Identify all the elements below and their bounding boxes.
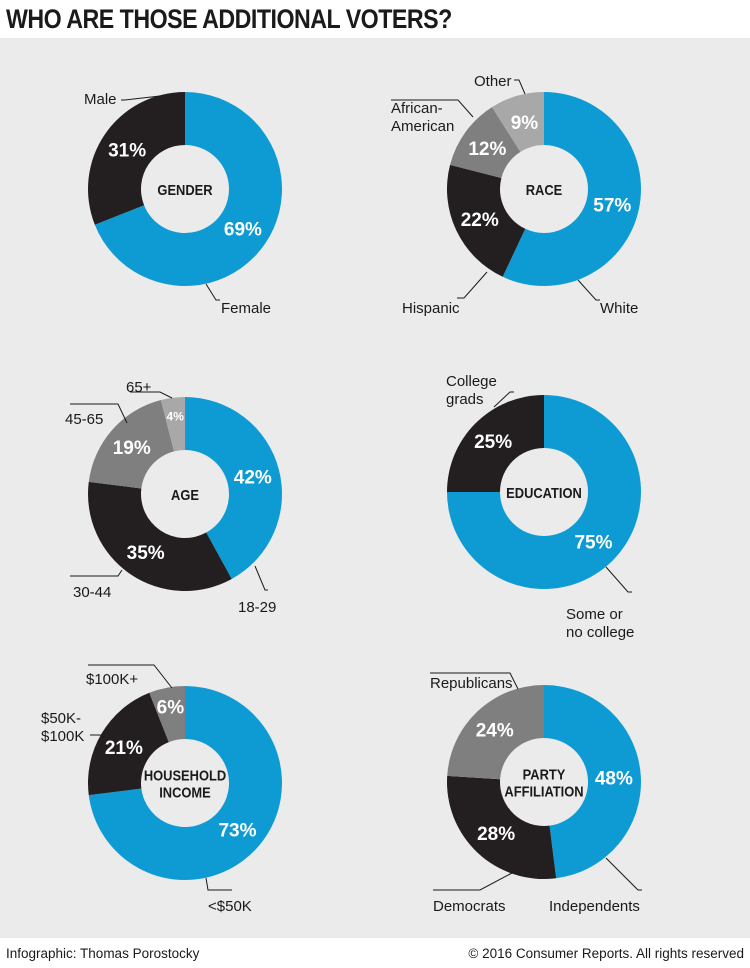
donut-chart-gender: 69% 31% GENDER Female Male: [84, 91, 283, 317]
chart-title: GENDER: [157, 181, 212, 198]
callout-line-some-or-no-college: [605, 566, 632, 593]
donut-chart-race: 57% 22% 12%9% RACE White Hispanic African-Amer…: [391, 73, 642, 317]
copyright-text: © 2016 Consumer Reports. All rights rese…: [468, 946, 744, 961]
slice-label-45-65: 45-65: [65, 411, 103, 428]
chart-title: INCOME: [159, 784, 211, 801]
slice-label-18-29: 18-29: [238, 599, 276, 616]
slice-label-50k: <$50K: [208, 898, 252, 915]
page-title: WHO ARE THOSE ADDITIONAL VOTERS?: [6, 4, 452, 34]
callout-line-100k: [88, 664, 173, 689]
value-label-independents: 48%: [595, 769, 633, 790]
value-label-45-65: 19%: [113, 438, 151, 459]
chart-title: AFFILIATION: [504, 783, 583, 800]
slice-label-college-grads: grads: [446, 391, 484, 408]
callout-line-female: [205, 283, 220, 301]
slice-label-independents: Independents: [549, 898, 640, 915]
slice-label-male: Male: [84, 91, 117, 108]
value-label-50k: 73%: [218, 820, 256, 841]
value-label-hispanic: 22%: [461, 210, 499, 231]
slice-label-college-grads: College: [446, 373, 497, 390]
value-label-democrats: 28%: [477, 824, 515, 845]
slice-label-some-or-no-college: no college: [566, 624, 634, 641]
callout-line-white: [577, 279, 600, 301]
value-label-white: 57%: [593, 195, 631, 216]
slice-label-white: White: [600, 300, 638, 317]
slice-label-50k-100k: $100K: [41, 728, 84, 745]
callout-line-male: [121, 95, 161, 101]
value-label-african-american: 12%: [468, 139, 506, 160]
value-label-18-29: 42%: [234, 468, 272, 489]
slice-label-65: 65+: [126, 379, 152, 396]
callout-line-democrats: [433, 872, 513, 891]
callout-line-65: [130, 391, 173, 399]
callout-line-republicans: [430, 672, 519, 690]
value-label-other: 9%: [511, 113, 539, 134]
value-label-male: 31%: [108, 141, 146, 162]
slice-male: [87, 92, 185, 225]
value-label-some-or-no-college: 75%: [574, 532, 612, 553]
value-label-female: 69%: [224, 219, 262, 240]
callout-line-45-65: [70, 403, 128, 424]
chart-title: AGE: [171, 486, 199, 503]
slice-label-30-44: 30-44: [73, 584, 111, 601]
callout-line-50k-100k: [90, 734, 105, 738]
slice-label-100k: $100K+: [86, 671, 138, 688]
value-label-republicans: 24%: [476, 721, 514, 742]
callout-line-independents: [605, 857, 642, 891]
slice-college-grads: [447, 395, 544, 492]
value-label-50k-100k: 21%: [105, 738, 143, 759]
donut-chart-age: 42% 35% 19% 4% AGE 18-29 30-44 45-65 65+: [65, 379, 283, 616]
callout-line-college-grads: [493, 391, 514, 408]
slice-female: [94, 92, 283, 287]
slice-some-or-no-college: [447, 395, 641, 589]
value-label-65: 4%: [167, 410, 185, 424]
slice-label-50k-100k: $50K-: [41, 710, 81, 727]
chart-title: PARTY: [523, 766, 566, 783]
slice-label-hispanic: Hispanic: [402, 300, 460, 317]
slice-republicans: [447, 684, 544, 780]
callout-line-30-44: [70, 569, 123, 577]
slice-label-african-american: African-: [391, 100, 443, 117]
slice-other: [492, 92, 544, 152]
slice-democrats: [446, 775, 557, 879]
value-label-100k: 6%: [157, 697, 185, 718]
slice-independents: [544, 685, 642, 879]
slice-100k: [149, 685, 185, 743]
chart-title: EDUCATION: [506, 484, 582, 501]
slice-label-female: Female: [221, 300, 271, 317]
slice-hispanic: [446, 164, 526, 277]
slice-label-other: Other: [474, 73, 512, 90]
callout-line-18-29: [254, 565, 268, 591]
slice-label-democrats: Democrats: [433, 898, 506, 915]
value-label-30-44: 35%: [127, 543, 165, 564]
callout-line-african-american: [391, 99, 474, 118]
slice-50k-100k: [87, 692, 169, 796]
chart-title: HOUSEHOLD: [144, 767, 226, 784]
slice-30-44: [87, 481, 232, 592]
slice-50k: [88, 686, 283, 880]
slice-white: [502, 92, 642, 286]
callout-line-50k: [205, 877, 232, 891]
slice-65: [160, 397, 185, 452]
slice-label-african-american: American: [391, 118, 454, 135]
slice-african-american: [450, 107, 521, 179]
slice-18-29: [185, 397, 283, 580]
slice-45-65: [88, 400, 175, 489]
callout-line-hispanic: [457, 271, 488, 299]
callout-line-other: [514, 79, 526, 95]
slice-label-republicans: Republicans: [430, 675, 513, 692]
slice-label-some-or-no-college: Some or: [566, 606, 623, 623]
chart-title: RACE: [526, 181, 563, 198]
credit-text: Infographic: Thomas Porostocky: [6, 946, 200, 961]
value-label-college-grads: 25%: [474, 432, 512, 453]
